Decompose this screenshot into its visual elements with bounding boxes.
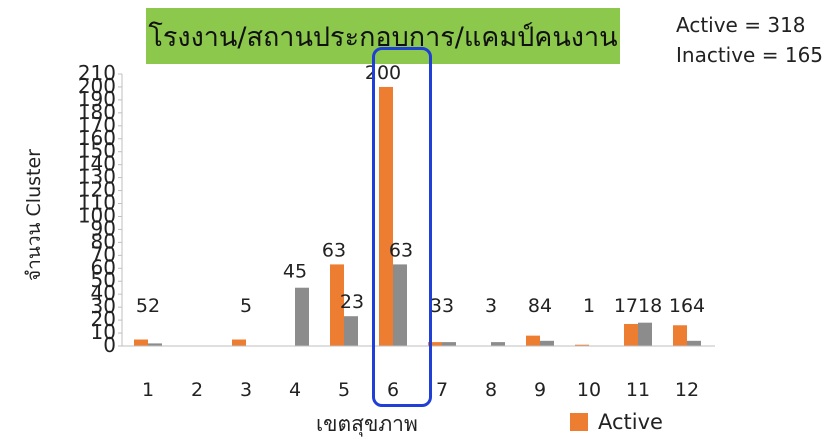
data-label: 45 xyxy=(283,261,307,283)
y-tick-label: 200 xyxy=(78,74,116,98)
bar-inactive xyxy=(148,343,162,346)
y-axis-label: จำนวน Cluster xyxy=(23,149,45,281)
bar-inactive xyxy=(687,340,701,346)
y-tick-label: 70 xyxy=(91,242,116,266)
bar-inactive xyxy=(491,342,505,346)
y-tick-label: 160 xyxy=(78,126,116,150)
chart-title-box: โรงงาน/สถานประกอบการ/แคมป์คนงาน xyxy=(146,8,620,64)
y-tick-label: 180 xyxy=(78,100,116,124)
bar-inactive xyxy=(344,316,358,346)
bar-active xyxy=(134,339,148,346)
region-6-highlight-box xyxy=(372,47,432,407)
y-axis-label-box: จำนวน Cluster xyxy=(4,149,64,281)
data-label: 33 xyxy=(430,295,454,317)
y-tick-label: 90 xyxy=(91,216,116,240)
y-tick-label: 210 xyxy=(78,61,116,85)
bar-inactive xyxy=(442,342,456,346)
x-tick-label: 9 xyxy=(534,379,546,401)
summary-stats: Active = 318 Inactive = 165 xyxy=(676,10,823,70)
bar-active xyxy=(232,339,246,346)
data-label: 23 xyxy=(340,291,364,313)
y-tick-label: 190 xyxy=(78,87,116,111)
bar-inactive xyxy=(540,340,554,346)
x-tick-label: 6 xyxy=(387,379,399,401)
x-tick-label: 5 xyxy=(338,379,350,401)
bar-inactive xyxy=(393,264,407,346)
y-tick-label: 60 xyxy=(91,255,116,279)
legend-swatch-active xyxy=(570,413,588,431)
x-tick-label: 4 xyxy=(289,379,301,401)
x-tick-label: 7 xyxy=(436,379,448,401)
bar-active xyxy=(624,323,638,346)
bar-inactive xyxy=(295,287,309,346)
y-tick-label: 140 xyxy=(78,152,116,176)
bar-inactive xyxy=(638,322,652,346)
x-tick-label: 12 xyxy=(675,379,699,401)
legend-label-active: Active xyxy=(598,410,663,434)
data-label: 5 xyxy=(240,295,252,317)
y-tick-label: 100 xyxy=(78,203,116,227)
data-label: 1 xyxy=(583,295,595,317)
y-tick-label: 130 xyxy=(78,165,116,189)
y-tick-label: 0 xyxy=(103,333,116,357)
bar-active xyxy=(330,264,344,346)
x-tick-label: 1 xyxy=(142,379,154,401)
y-tick-label: 110 xyxy=(78,191,116,215)
data-label: 84 xyxy=(528,295,552,317)
data-label: 1718 xyxy=(614,295,662,317)
y-tick-label: 20 xyxy=(91,307,116,331)
bar-active xyxy=(526,335,540,346)
y-tick-label: 30 xyxy=(91,294,116,318)
legend: Active xyxy=(570,410,663,434)
data-label: 3 xyxy=(485,295,497,317)
y-tick-label: 10 xyxy=(91,320,116,344)
data-label: 63 xyxy=(389,239,413,261)
y-tick-label: 80 xyxy=(91,229,116,253)
x-tick-label: 2 xyxy=(191,379,203,401)
bar-active xyxy=(379,86,393,346)
x-axis-label: เขตสุขภาพ xyxy=(316,412,418,436)
active-count: Active = 318 xyxy=(676,13,806,37)
x-tick-label: 11 xyxy=(626,379,650,401)
bar-active xyxy=(575,344,589,346)
bar-active xyxy=(428,342,442,346)
y-tick-label: 120 xyxy=(78,178,116,202)
inactive-count: Inactive = 165 xyxy=(676,43,824,67)
y-tick-label: 170 xyxy=(78,113,116,137)
x-tick-label: 10 xyxy=(577,379,601,401)
y-tick-label: 50 xyxy=(91,268,116,292)
data-label: 52 xyxy=(136,295,160,317)
data-label: 164 xyxy=(669,295,705,317)
x-tick-label: 3 xyxy=(240,379,252,401)
y-tick-label: 150 xyxy=(78,139,116,163)
data-label: 63 xyxy=(322,239,346,261)
bar-active xyxy=(673,325,687,346)
y-tick-label: 40 xyxy=(91,281,116,305)
x-tick-label: 8 xyxy=(485,379,497,401)
